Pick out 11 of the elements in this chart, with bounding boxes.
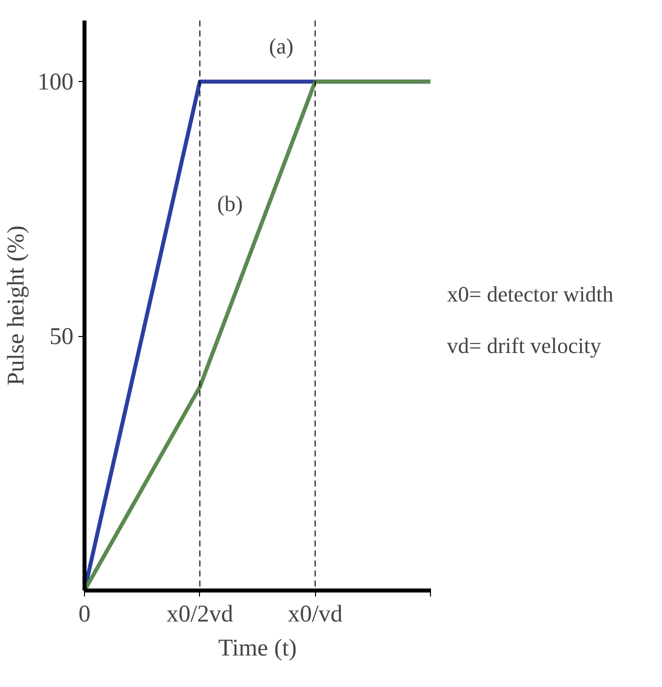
- text: vd= drift velocity: [446, 332, 602, 358]
- y-axis-title: Pulse height (%): [4, 226, 30, 386]
- x-tick-label: x0/2vd: [166, 602, 234, 628]
- y-tick-label: 100: [38, 70, 74, 96]
- text: x0= detector width: [446, 282, 614, 307]
- x-axis-title: Time (t): [218, 636, 297, 662]
- annotation: (b): [217, 191, 243, 216]
- y-tick-label: 50: [50, 324, 74, 350]
- x-tick-label: 0: [78, 602, 90, 628]
- x-tick-label: x0/vd: [288, 602, 343, 628]
- annotation: (a): [269, 33, 294, 58]
